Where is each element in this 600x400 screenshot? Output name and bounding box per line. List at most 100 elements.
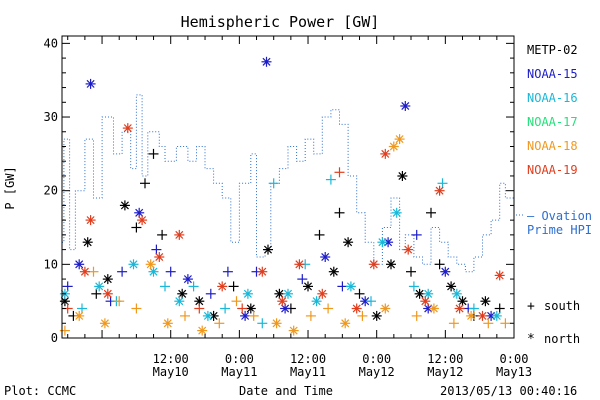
point-noaa-16-17 [325, 174, 336, 185]
point-noaa-18-13 [271, 318, 282, 329]
ovation-hpi-line [62, 94, 515, 273]
point-metp-02-5 [119, 200, 130, 211]
point-noaa-16-23 [423, 288, 434, 299]
point-noaa-18-22 [411, 310, 422, 321]
point-noaa-18-12 [248, 310, 259, 321]
point-noaa-18-2 [88, 266, 99, 277]
point-noaa-15-8 [182, 274, 193, 285]
x-tick-time-label: 12:00 [153, 352, 189, 366]
point-noaa-18-24 [448, 318, 459, 329]
point-noaa-18-27 [500, 318, 511, 329]
point-noaa-18-19 [380, 303, 391, 314]
point-noaa-19-13 [294, 259, 305, 270]
y-tick-label: 20 [44, 184, 58, 198]
point-noaa-16-19 [366, 296, 376, 307]
plot-timestamp: 2013/05/13 00:40:16 [440, 384, 577, 398]
point-noaa-16-6 [160, 281, 170, 292]
point-noaa-19-6 [154, 252, 165, 262]
point-noaa-19-1 [79, 266, 90, 277]
point-noaa-18-5 [131, 303, 142, 314]
point-noaa-18-23 [428, 303, 439, 314]
point-metp-02-2 [82, 237, 93, 248]
point-noaa-19-14 [317, 288, 328, 299]
point-noaa-15-15 [297, 274, 308, 285]
plot-frame [61, 35, 515, 339]
point-noaa-19-19 [403, 244, 414, 255]
point-noaa-19-18 [380, 148, 391, 159]
y-axis-label: P [GW] [3, 166, 17, 209]
x-tick-time-label: 12:00 [290, 352, 326, 366]
point-noaa-16-8 [188, 281, 199, 292]
data-points-layer [59, 56, 511, 336]
point-metp-02-10 [177, 288, 188, 299]
x-tick-time-label: 0:00 [225, 352, 254, 366]
point-noaa-16-25 [451, 288, 462, 299]
point-noaa-15-23 [440, 266, 451, 277]
point-metp-02-13 [228, 281, 239, 292]
legend-south-symbol: + [527, 299, 535, 314]
point-metp-02-27 [406, 266, 416, 277]
point-noaa-15-14 [280, 303, 291, 314]
x-tick-date-label: May12 [359, 365, 395, 379]
legend: METP-02 NOAA-15 NOAA-16 NOAA-17 NOAA-18 NOAA-… [516, 43, 592, 347]
point-noaa-18-26 [483, 318, 494, 329]
legend-north-label: north [544, 332, 580, 346]
point-noaa-15-21 [411, 229, 422, 240]
point-noaa-18-6 [145, 259, 156, 270]
point-noaa-18-1 [74, 310, 85, 321]
x-tick-date-label: May11 [221, 365, 257, 379]
point-noaa-19-12 [277, 296, 288, 307]
legend-ovation-line2: Prime HPI [527, 223, 592, 237]
point-noaa-19-16 [351, 303, 362, 314]
point-noaa-16-27 [491, 310, 502, 321]
point-metp-02-14 [245, 303, 256, 314]
point-noaa-18-11 [231, 296, 242, 307]
point-noaa-15-16 [320, 252, 331, 262]
plot-credit: Plot: CCMC [4, 384, 76, 398]
point-noaa-16-12 [257, 318, 268, 329]
point-metp-02-32 [457, 296, 468, 307]
point-noaa-19-5 [137, 215, 148, 226]
x-tick-time-label: 0:00 [362, 352, 391, 366]
point-noaa-18-7 [162, 318, 173, 329]
point-noaa-19-10 [237, 303, 248, 314]
point-noaa-16-13 [268, 178, 279, 189]
y-tick-label: 10 [44, 257, 58, 271]
point-metp-02-24 [371, 310, 382, 321]
point-noaa-18-4 [114, 296, 125, 307]
point-noaa-15-9 [205, 288, 216, 299]
point-metp-02-18 [303, 281, 313, 292]
point-noaa-16-7 [174, 296, 185, 307]
point-noaa-16-21 [391, 207, 402, 218]
point-noaa-19-23 [477, 310, 488, 321]
point-metp-02-19 [314, 229, 325, 240]
point-noaa-18-17 [340, 318, 351, 329]
point-metp-02-26 [397, 171, 408, 181]
axes-layer: 01020304012:00May100:00May1112:00May110:… [44, 35, 532, 379]
point-metp-02-34 [480, 296, 491, 307]
legend-north-symbol: * [527, 332, 535, 347]
x-tick-date-label: May11 [290, 365, 326, 379]
point-noaa-19-3 [102, 288, 113, 299]
x-axis-label: Date and Time [239, 384, 333, 398]
point-metp-02-30 [434, 259, 445, 270]
legend-noaa-18: NOAA-18 [527, 139, 578, 153]
point-metp-02-3 [91, 288, 102, 299]
x-tick-date-label: May12 [427, 365, 463, 379]
point-noaa-19-4 [122, 123, 133, 134]
x-tick-time-label: 12:00 [427, 352, 463, 366]
y-tick-label: 30 [44, 110, 58, 124]
point-noaa-18-18 [357, 310, 368, 321]
point-metp-02-15 [263, 244, 273, 255]
point-noaa-16-16 [311, 296, 322, 307]
point-metp-02-29 [426, 207, 436, 218]
point-metp-02-7 [140, 178, 150, 189]
point-noaa-18-9 [197, 325, 208, 336]
point-noaa-18-3 [99, 318, 110, 329]
point-noaa-19-2 [85, 215, 96, 226]
point-noaa-16-11 [242, 288, 253, 299]
point-noaa-18-20 [388, 141, 399, 152]
point-noaa-18-0 [59, 325, 70, 336]
point-metp-02-28 [414, 288, 425, 299]
